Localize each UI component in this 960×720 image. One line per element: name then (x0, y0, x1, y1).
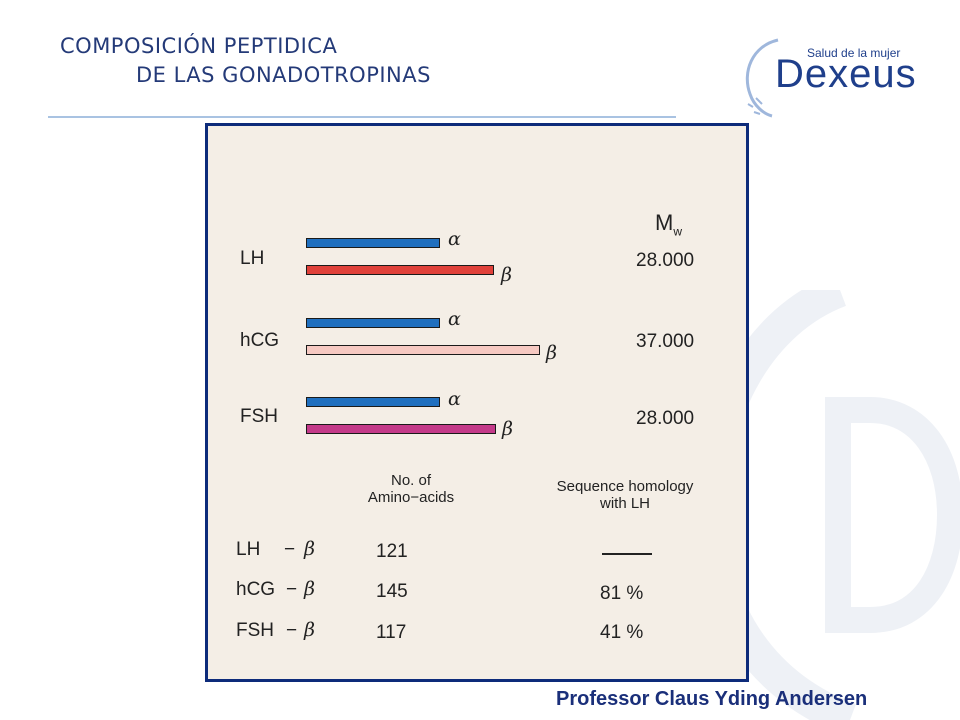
title-line-2: DE LAS GONADOTROPINAS (136, 63, 431, 87)
lh-alpha-label: α (448, 228, 461, 250)
table-row-name-lh: LH (236, 539, 261, 560)
table-row-aa-fsh: 117 (376, 622, 407, 643)
table-row-beta-hcg: β (304, 578, 315, 600)
fsh-alpha-label: α (448, 388, 461, 410)
hcg-alpha-label: α (448, 308, 461, 330)
lh-alpha-bar (306, 238, 440, 248)
fsh-beta-bar (306, 424, 496, 434)
table-row-homology-hcg: 81 % (600, 583, 644, 604)
hormone-label-lh: LH (240, 248, 265, 269)
fsh-beta-label: β (502, 418, 513, 440)
mw-header: Mw (655, 210, 682, 239)
aa-header-line-2: Amino−acids (367, 489, 455, 506)
footer-author: Professor Claus Yding Andersen (556, 688, 868, 710)
table-row-dash-hcg: − (286, 579, 298, 600)
table-row-dash-fsh: − (286, 620, 298, 641)
hcg-beta-bar (306, 345, 540, 355)
logo-wordmark: Dexeus (775, 52, 917, 96)
table-row-beta-fsh: β (304, 619, 315, 641)
lh-beta-label: β (501, 264, 512, 286)
fsh-mw-value: 28.000 (636, 408, 695, 429)
table-row-homology-fsh: 41 % (600, 622, 644, 643)
table-row-beta-lh: β (304, 538, 315, 560)
lh-beta-bar (306, 265, 494, 275)
table-row-dash-lh: − (284, 539, 296, 560)
slide-figure: Mw LH α β 28.000 hCG α β 37.000 FSH α β … (205, 123, 749, 682)
homology-header-line-2: with LH (599, 495, 651, 512)
title-line-1: COMPOSICIÓN PEPTIDICA (60, 34, 338, 58)
title-divider (48, 116, 676, 118)
hormone-label-fsh: FSH (240, 406, 278, 427)
dexeus-logo-icon (745, 38, 779, 118)
table-row-name-fsh: FSH (236, 620, 274, 641)
fsh-alpha-bar (306, 397, 440, 407)
lh-homology-dash (602, 553, 652, 555)
logo-tagline: Salud de la mujer (807, 46, 901, 60)
aa-header-line-1: No. of (390, 472, 432, 489)
hcg-beta-label: β (546, 342, 557, 364)
hcg-mw-value: 37.000 (636, 331, 695, 352)
lh-mw-value: 28.000 (636, 250, 695, 271)
homology-header-line-1: Sequence homology (556, 478, 694, 495)
hormone-label-hcg: hCG (240, 330, 280, 351)
table-row-aa-hcg: 145 (376, 581, 408, 602)
hcg-alpha-bar (306, 318, 440, 328)
table-row-name-hcg: hCG (236, 579, 276, 600)
table-row-aa-lh: 121 (376, 541, 408, 562)
